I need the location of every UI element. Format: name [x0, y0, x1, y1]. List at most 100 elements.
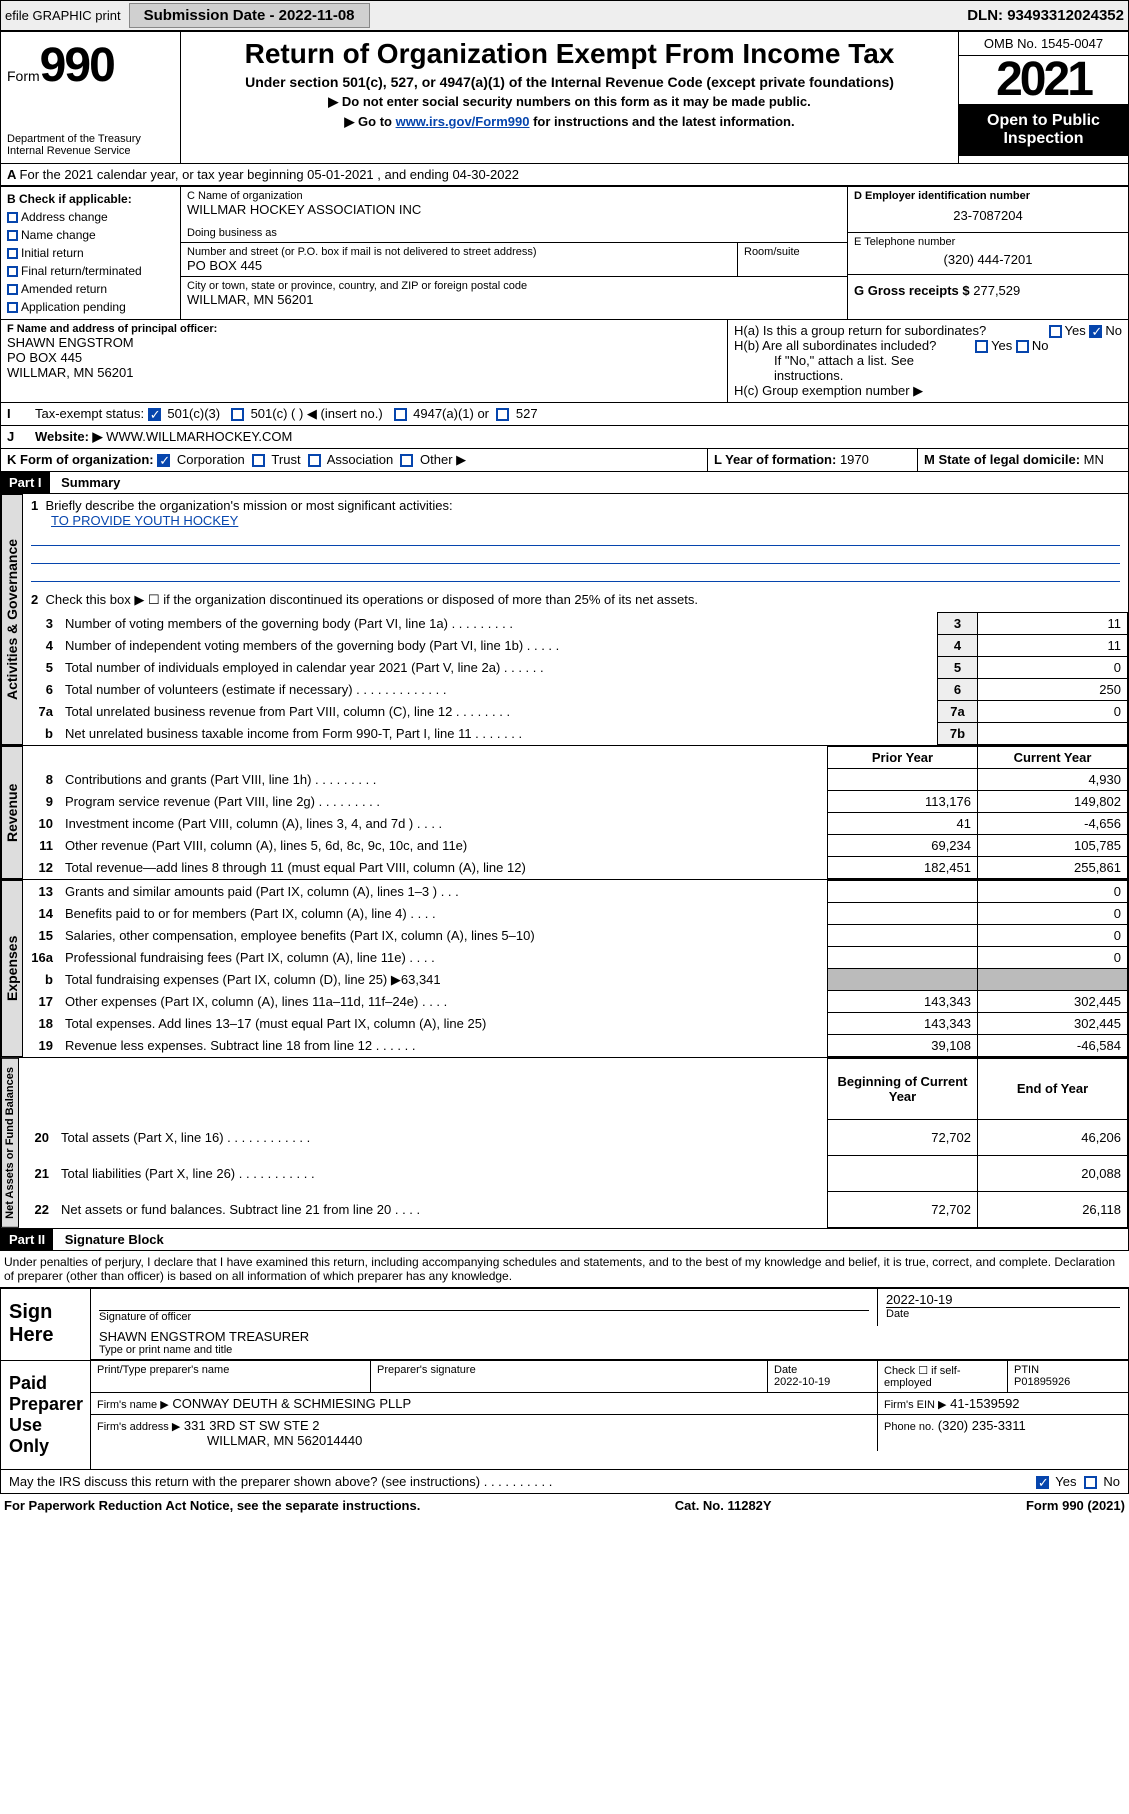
may-no-check[interactable] — [1084, 1476, 1097, 1489]
hb-yes-check[interactable] — [975, 340, 988, 353]
mission-text: TO PROVIDE YOUTH HOCKEY — [31, 513, 1120, 528]
addr-label: Number and street (or P.O. box if mail i… — [187, 246, 731, 258]
hb-note: If "No," attach a list. See instructions… — [734, 353, 1122, 383]
declaration: Under penalties of perjury, I declare th… — [0, 1251, 1129, 1287]
top-bar: efile GRAPHIC print Submission Date - 20… — [0, 0, 1129, 31]
ein-label: D Employer identification number — [854, 190, 1122, 202]
open-public: Open to Public Inspection — [959, 104, 1128, 156]
box-k: K Form of organization: Corporation Trus… — [1, 449, 708, 471]
phone-label: E Telephone number — [854, 236, 1122, 248]
check-assoc[interactable] — [308, 454, 321, 467]
firm-addr: 331 3RD ST SW STE 2 — [184, 1418, 320, 1433]
check-trust[interactable] — [252, 454, 265, 467]
check-addr-change[interactable] — [7, 212, 18, 223]
box-c: C Name of organization WILLMAR HOCKEY AS… — [181, 187, 848, 319]
officer-label: F Name and address of principal officer: — [7, 323, 721, 335]
officer-addr: PO BOX 445 — [7, 350, 721, 365]
mission-line — [31, 530, 1120, 546]
note-ssn: ▶ Do not enter social security numbers o… — [187, 94, 952, 110]
mission-line — [31, 548, 1120, 564]
footer: For Paperwork Reduction Act Notice, see … — [0, 1494, 1129, 1517]
ptin-value: P01895926 — [1014, 1376, 1070, 1388]
period-a: A For the 2021 calendar year, or tax yea… — [1, 164, 1128, 186]
may-discuss: May the IRS discuss this return with the… — [0, 1470, 1129, 1494]
ha-label: H(a) Is this a group return for subordin… — [734, 323, 986, 338]
check-amended[interactable] — [7, 284, 18, 295]
firm-phone: (320) 235-3311 — [938, 1418, 1026, 1433]
hc-label: H(c) Group exemption number ▶ — [734, 383, 1122, 399]
check-name-change[interactable] — [7, 230, 18, 241]
may-yes-check[interactable] — [1036, 1476, 1049, 1489]
check-corp[interactable] — [157, 454, 170, 467]
ha-no-check[interactable] — [1089, 325, 1102, 338]
city-label: City or town, state or province, country… — [187, 280, 841, 292]
org-city: WILLMAR, MN 56201 — [187, 292, 841, 307]
sign-here-label: Sign Here — [1, 1289, 91, 1360]
check-self: Check ☐ if self-employed — [878, 1361, 1008, 1392]
row-j: J — [1, 426, 29, 448]
sig-date-val: 2022-10-19 — [886, 1292, 1120, 1307]
prep-sig-label: Preparer's signature — [371, 1361, 768, 1392]
rev-table: Prior YearCurrent Year8Contributions and… — [23, 746, 1128, 879]
efile-label: efile GRAPHIC print — [5, 8, 121, 23]
q2-text: Check this box ▶ ☐ if the organization d… — [45, 592, 698, 607]
firm-city: WILLMAR, MN 562014440 — [97, 1433, 871, 1448]
prep-name-label: Print/Type preparer's name — [91, 1361, 371, 1392]
check-501c[interactable] — [231, 408, 244, 421]
gross-value: 277,529 — [973, 283, 1020, 298]
sig-officer-label: Signature of officer — [99, 1310, 869, 1323]
box-b: B Check if applicable: Address change Na… — [1, 187, 181, 319]
firm-name: CONWAY DEUTH & SCHMIESING PLLP — [172, 1396, 411, 1411]
check-pending[interactable] — [7, 302, 18, 313]
officer-city: WILLMAR, MN 56201 — [7, 365, 721, 380]
org-addr: PO BOX 445 — [187, 258, 731, 273]
org-name: WILLMAR HOCKEY ASSOCIATION INC — [187, 202, 841, 217]
check-initial[interactable] — [7, 248, 18, 259]
dept-treasury: Department of the Treasury — [7, 133, 174, 145]
form-header: Form990 Department of the Treasury Inter… — [0, 31, 1129, 164]
website: Website: ▶ WWW.WILLMARHOCKEY.COM — [29, 426, 1128, 448]
gov-table: 3Number of voting members of the governi… — [23, 612, 1128, 745]
check-other[interactable] — [400, 454, 413, 467]
check-527[interactable] — [496, 408, 509, 421]
tax-year: 2021 — [959, 56, 1128, 104]
box-m: M State of legal domicile: MN — [918, 449, 1128, 471]
vert-net: Net Assets or Fund Balances — [1, 1058, 19, 1228]
irs-label: Internal Revenue Service — [7, 145, 174, 157]
gross-label: G Gross receipts $ — [854, 283, 970, 298]
org-name-label: C Name of organization — [187, 190, 841, 202]
room-suite: Room/suite — [737, 243, 847, 276]
row-i: I — [1, 403, 29, 425]
officer-name: SHAWN ENGSTROM — [7, 335, 721, 350]
website-value: WWW.WILLMARHOCKEY.COM — [106, 429, 292, 444]
form-label: Form — [7, 68, 40, 84]
footer-right: Form 990 (2021) — [1026, 1498, 1125, 1513]
part2-title: Signature Block — [65, 1232, 164, 1247]
footer-left: For Paperwork Reduction Act Notice, see … — [4, 1498, 420, 1513]
check-501c3[interactable] — [148, 408, 161, 421]
irs-link[interactable]: www.irs.gov/Form990 — [396, 114, 530, 129]
type-name-label: Type or print name and title — [99, 1344, 1120, 1356]
footer-mid: Cat. No. 11282Y — [675, 1498, 772, 1513]
part1-title: Summary — [61, 475, 120, 490]
sig-date-label: Date — [886, 1307, 1120, 1320]
dln: DLN: 93493312024352 — [967, 7, 1124, 24]
exp-table: 13Grants and similar amounts paid (Part … — [23, 880, 1128, 1057]
check-final[interactable] — [7, 266, 18, 277]
box-l: L Year of formation: 1970 — [708, 449, 918, 471]
box-b-title: B Check if applicable: — [7, 190, 174, 208]
form-title: Return of Organization Exempt From Incom… — [187, 38, 952, 70]
part1-label: Part I — [1, 472, 50, 493]
hb-no-check[interactable] — [1016, 340, 1029, 353]
tax-status: Tax-exempt status: 501(c)(3) 501(c) ( ) … — [29, 403, 1128, 425]
box-h: H(a) Is this a group return for subordin… — [728, 320, 1128, 402]
check-4947[interactable] — [394, 408, 407, 421]
q1-text: Briefly describe the organization's miss… — [45, 498, 452, 513]
note-link: ▶ Go to www.irs.gov/Form990 for instruct… — [187, 114, 952, 130]
mission-line — [31, 566, 1120, 582]
ha-yes-check[interactable] — [1049, 325, 1062, 338]
firm-ein: 41-1539592 — [950, 1396, 1019, 1411]
vert-expenses: Expenses — [1, 880, 23, 1057]
vert-revenue: Revenue — [1, 746, 23, 879]
box-deg: D Employer identification number 23-7087… — [848, 187, 1128, 319]
